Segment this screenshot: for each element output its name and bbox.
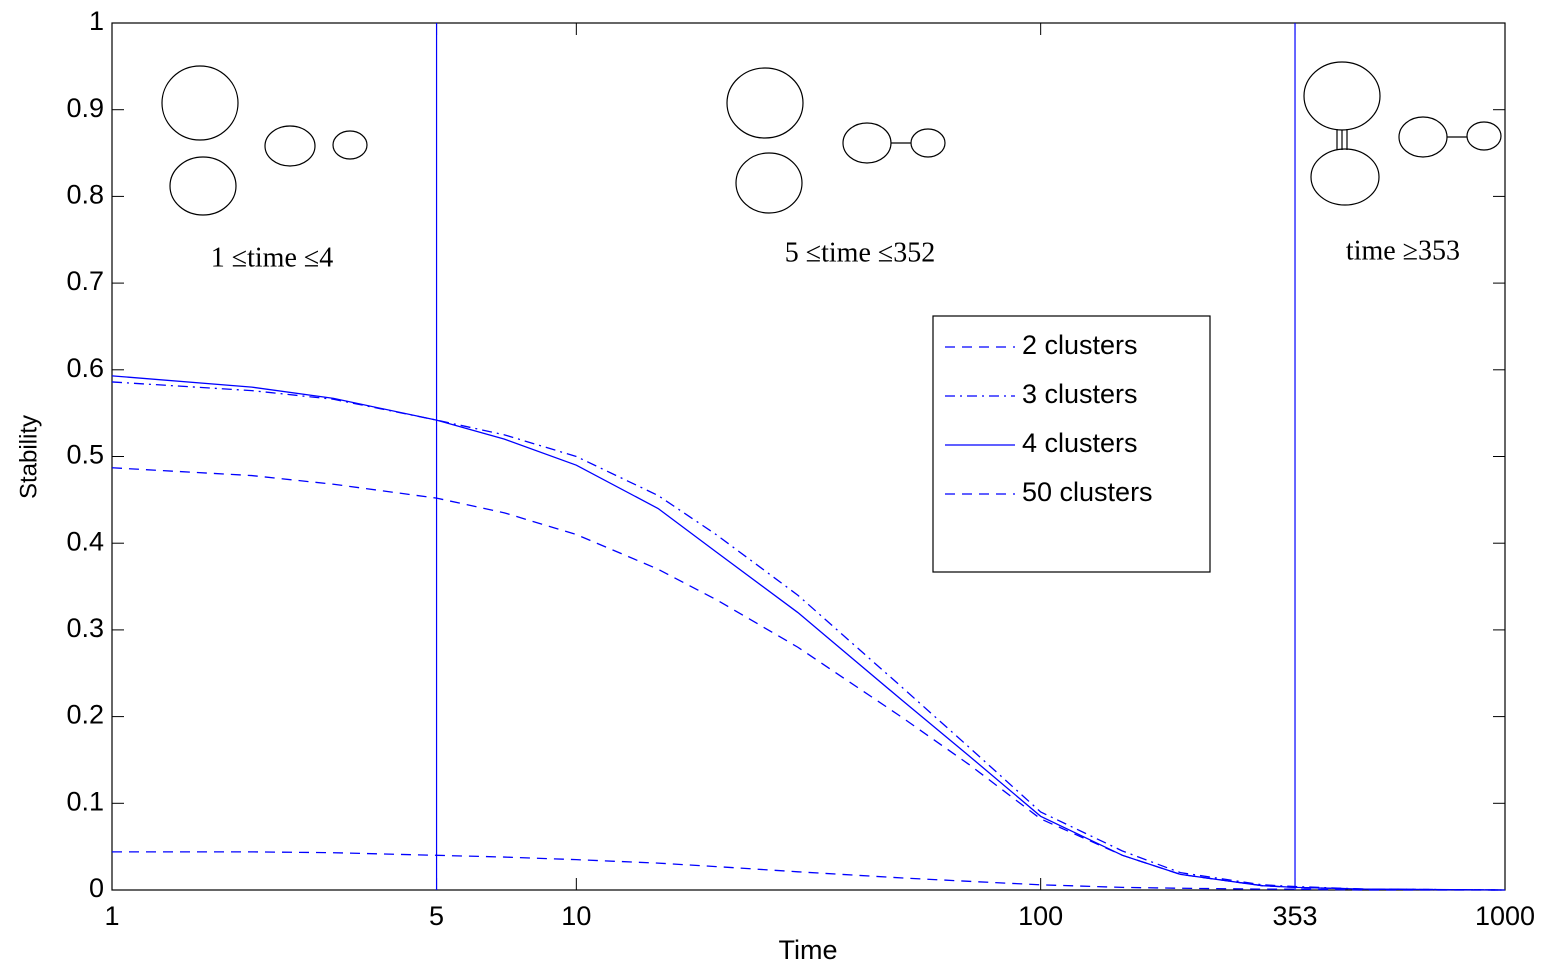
x-tick-label: 1000 (1475, 901, 1535, 931)
y-tick-label: 0.9 (66, 93, 104, 123)
annotation: 1 ≤time ≤4 (211, 242, 334, 273)
cluster-diagrams (161, 61, 1502, 216)
y-tick-label: 0.7 (66, 266, 104, 296)
y-axis-label: Stability (15, 415, 42, 499)
x-axis-label: Time (779, 935, 838, 965)
y-tick-label: 0.5 (66, 440, 104, 470)
y-tick-label: 0.1 (66, 786, 104, 816)
legend-label: 50 clusters (1022, 477, 1153, 507)
x-tick-label: 5 (429, 901, 444, 931)
y-tick-label: 0.2 (66, 700, 104, 730)
y-tick-label: 0 (89, 873, 104, 903)
y-tick-label: 0.6 (66, 353, 104, 383)
x-tick-label: 10 (561, 901, 591, 931)
x-tick-label: 100 (1018, 901, 1063, 931)
series-line (111, 381, 1506, 891)
series-line (112, 851, 1505, 891)
y-tick-label: 0.4 (66, 526, 104, 556)
series-line (111, 375, 1506, 891)
y-tick-label: 0.8 (66, 180, 104, 210)
legend-label: 2 clusters (1022, 330, 1138, 360)
x-tick-label: 1 (104, 901, 119, 931)
plot-frame (111, 22, 1506, 891)
legend-label: 4 clusters (1022, 428, 1138, 458)
y-tick-label: 1 (89, 6, 104, 36)
annotation: 5 ≤time ≤352 (785, 237, 936, 268)
x-tick-label: 353 (1272, 901, 1317, 931)
series-line (111, 467, 1506, 891)
annotation: time ≥353 (1346, 235, 1460, 266)
legend-label: 3 clusters (1022, 379, 1138, 409)
y-tick-label: 0.3 (66, 613, 104, 643)
legend-box (932, 315, 1211, 573)
